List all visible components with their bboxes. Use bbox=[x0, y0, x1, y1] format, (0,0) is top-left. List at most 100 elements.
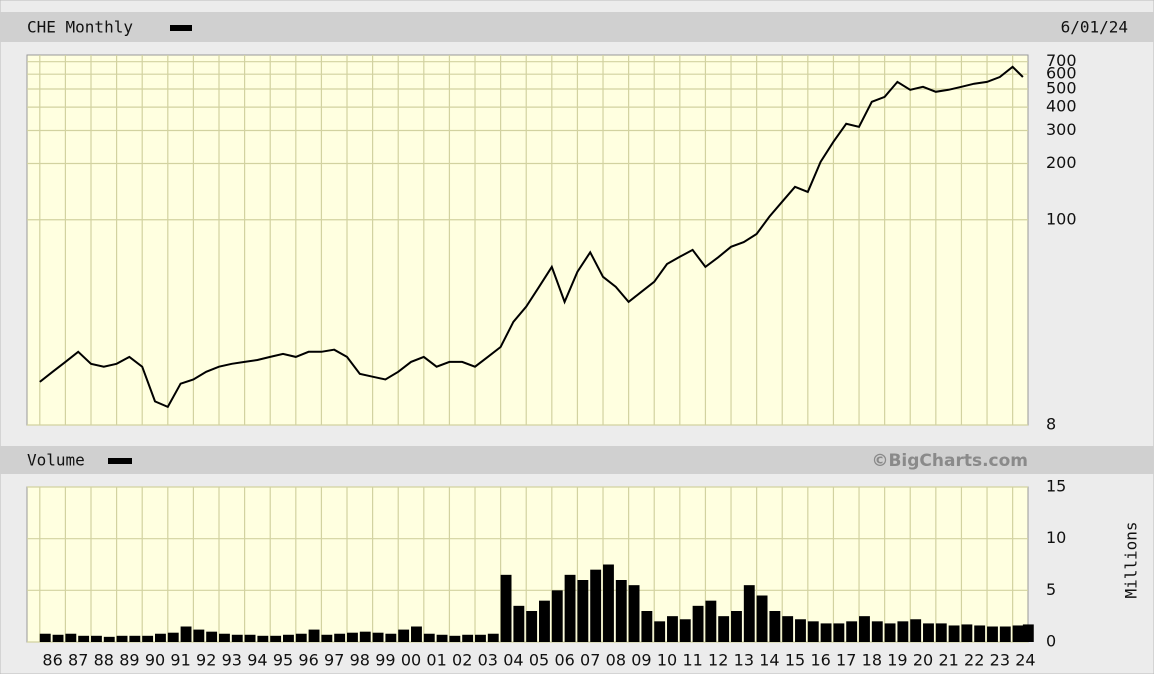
x-tick-label: 08 bbox=[606, 651, 626, 670]
x-tick-label: 18 bbox=[862, 651, 882, 670]
x-tick-label: 22 bbox=[964, 651, 984, 670]
volume-bar bbox=[91, 635, 102, 642]
volume-bar bbox=[500, 574, 512, 642]
volume-bar bbox=[654, 621, 666, 642]
volume-title: Volume bbox=[27, 451, 85, 470]
volume-bar bbox=[142, 635, 154, 642]
volume-bar bbox=[577, 580, 589, 642]
volume-bar bbox=[1022, 624, 1034, 642]
volume-bar bbox=[641, 611, 653, 642]
volume-bar bbox=[308, 629, 320, 642]
x-tick-label: 03 bbox=[478, 651, 498, 670]
x-tick-label: 95 bbox=[273, 651, 293, 670]
volume-bar bbox=[411, 626, 422, 642]
volume-bar bbox=[705, 600, 717, 642]
volume-bar bbox=[462, 634, 474, 642]
volume-bar bbox=[257, 635, 269, 642]
volume-bar bbox=[283, 634, 294, 642]
volume-bar bbox=[974, 625, 986, 642]
legend-swatch bbox=[108, 458, 132, 464]
legend-swatch bbox=[170, 25, 192, 31]
volume-bar bbox=[167, 632, 179, 642]
volume-bar bbox=[795, 619, 806, 642]
volume-bar bbox=[372, 632, 384, 642]
y-tick-label: 500 bbox=[1046, 79, 1077, 98]
volume-bar bbox=[244, 634, 256, 642]
x-tick-label: 96 bbox=[298, 651, 318, 670]
volume-bar bbox=[155, 633, 166, 642]
price-line bbox=[39, 65, 1024, 409]
x-tick-label: 11 bbox=[682, 651, 702, 670]
volume-bar bbox=[1012, 625, 1024, 642]
y-tick-label: 200 bbox=[1046, 153, 1077, 172]
y-tick-label: 700 bbox=[1046, 51, 1077, 70]
y-tick-label: 8 bbox=[1046, 415, 1056, 434]
y-tick-label: 100 bbox=[1046, 209, 1077, 228]
volume-bar bbox=[628, 585, 640, 642]
volume-bar bbox=[78, 635, 90, 642]
x-tick-label: 93 bbox=[222, 651, 242, 670]
volume-bar bbox=[219, 633, 230, 642]
volume-bar bbox=[475, 634, 486, 642]
x-tick-label: 92 bbox=[196, 651, 216, 670]
x-tick-label: 00 bbox=[401, 651, 421, 670]
volume-bar bbox=[897, 621, 909, 642]
volume-bar bbox=[116, 635, 128, 642]
volume-bar bbox=[756, 595, 768, 642]
x-tick-label: 02 bbox=[452, 651, 472, 670]
volume-bar bbox=[820, 623, 832, 642]
volume-bar bbox=[961, 624, 973, 642]
price-header bbox=[0, 12, 1154, 42]
x-tick-label: 91 bbox=[170, 651, 190, 670]
y-tick-label: 5 bbox=[1046, 580, 1056, 599]
volume-bar bbox=[39, 633, 51, 642]
y-tick-label: 0 bbox=[1046, 632, 1056, 651]
x-tick-label: 24 bbox=[1015, 651, 1035, 670]
volume-bar bbox=[718, 616, 730, 642]
x-tick-label: 20 bbox=[913, 651, 933, 670]
volume-header bbox=[0, 446, 1154, 474]
volume-bar bbox=[347, 632, 358, 642]
volume-bar bbox=[513, 605, 525, 642]
x-tick-label: 87 bbox=[68, 651, 88, 670]
volume-bar bbox=[487, 633, 499, 642]
volume-bar bbox=[846, 621, 858, 642]
x-tick-label: 13 bbox=[734, 651, 754, 670]
x-tick-label: 07 bbox=[580, 651, 600, 670]
volume-bar bbox=[871, 621, 883, 642]
x-tick-label: 21 bbox=[938, 651, 958, 670]
volume-bar bbox=[398, 629, 410, 642]
x-tick-label: 86 bbox=[42, 651, 62, 670]
volume-bar bbox=[206, 631, 218, 642]
y-tick-label: 600 bbox=[1046, 64, 1077, 83]
volume-bar bbox=[436, 634, 448, 642]
volume-bar bbox=[782, 616, 794, 642]
volume-bar bbox=[731, 611, 742, 642]
volume-bar bbox=[769, 611, 781, 642]
volume-bar bbox=[679, 619, 691, 642]
volume-bar bbox=[321, 634, 333, 642]
x-tick-label: 12 bbox=[708, 651, 728, 670]
volume-bar bbox=[551, 590, 563, 642]
x-tick-label: 09 bbox=[631, 651, 651, 670]
x-tick-label: 17 bbox=[836, 651, 856, 670]
x-tick-label: 89 bbox=[119, 651, 139, 670]
chart-title: CHE Monthly bbox=[27, 18, 133, 37]
copyright: ©BigCharts.com bbox=[871, 451, 1028, 471]
x-tick-label: 23 bbox=[990, 651, 1010, 670]
y-tick-label: 300 bbox=[1046, 120, 1077, 139]
volume-bar bbox=[231, 634, 243, 642]
x-tick-label: 14 bbox=[759, 651, 779, 670]
volume-bar bbox=[193, 629, 205, 642]
volume-bar bbox=[449, 635, 461, 642]
volume-bar bbox=[910, 619, 922, 642]
volume-bar bbox=[359, 631, 371, 642]
x-tick-label: 01 bbox=[426, 651, 446, 670]
volume-bar bbox=[615, 580, 627, 642]
x-tick-label: 05 bbox=[529, 651, 549, 670]
volume-bar bbox=[65, 633, 77, 642]
volume-bar bbox=[667, 616, 678, 642]
volume-bar bbox=[743, 585, 755, 642]
x-tick-label: 16 bbox=[810, 651, 830, 670]
